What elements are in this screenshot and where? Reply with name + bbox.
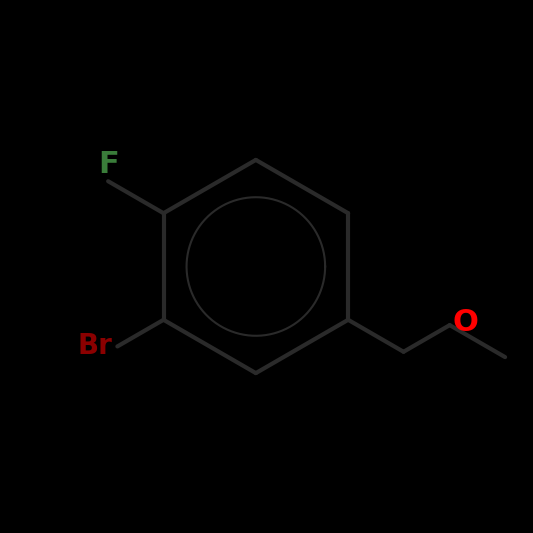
Text: Br: Br (77, 333, 112, 360)
Text: O: O (453, 308, 478, 337)
Text: F: F (98, 150, 118, 179)
